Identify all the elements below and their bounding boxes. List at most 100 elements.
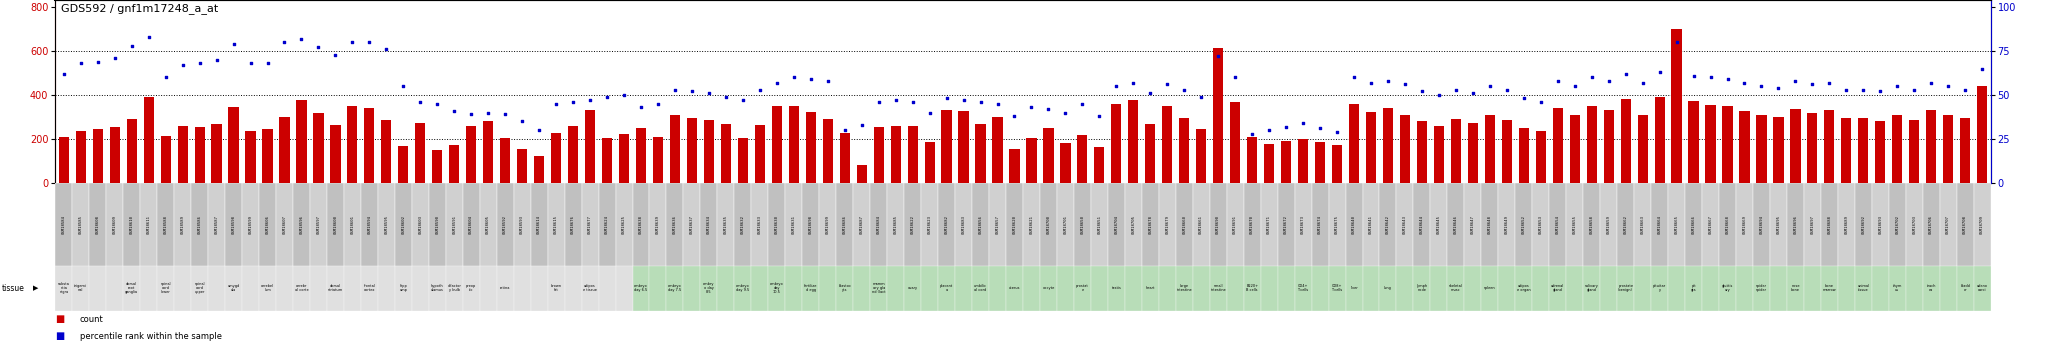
Bar [756, 125, 766, 183]
Bar [1825, 110, 1835, 183]
Point [1966, 66, 1999, 71]
Bar [567, 126, 578, 183]
Text: dorsal
root
ganglia: dorsal root ganglia [125, 282, 137, 294]
Bar [1380, 183, 1397, 266]
Bar [1667, 266, 1686, 311]
Text: GSM18673: GSM18673 [1300, 215, 1305, 234]
Point [913, 110, 946, 115]
Bar [1176, 183, 1192, 266]
Text: GSM18588: GSM18588 [164, 215, 168, 234]
Bar [498, 266, 514, 311]
Bar [1837, 183, 1855, 266]
Text: preop
tic: preop tic [467, 284, 477, 292]
Point [1780, 78, 1812, 83]
Bar [1841, 118, 1851, 183]
Bar [111, 127, 119, 183]
Bar [360, 266, 377, 311]
Text: GSM18606: GSM18606 [266, 215, 270, 234]
Point [760, 80, 793, 86]
Text: ovary: ovary [907, 286, 918, 290]
Bar [942, 110, 952, 183]
Bar [195, 127, 205, 183]
Bar [1634, 183, 1651, 266]
Bar [870, 266, 887, 311]
Bar [803, 183, 819, 266]
Text: GSM18661: GSM18661 [1200, 215, 1204, 234]
Bar [1888, 183, 1907, 266]
Text: spinal
cord
upper: spinal cord upper [195, 282, 205, 294]
Bar [1638, 115, 1649, 183]
Bar [1706, 105, 1716, 183]
Bar [446, 266, 463, 311]
Bar [242, 266, 258, 311]
Text: GSM18655: GSM18655 [1573, 215, 1577, 234]
Bar [973, 183, 989, 266]
Bar [1634, 266, 1651, 311]
Bar [1448, 266, 1464, 311]
Bar [1350, 104, 1360, 183]
Bar [1925, 110, 1935, 183]
Point [1591, 78, 1624, 83]
Point [590, 94, 623, 99]
Text: lung: lung [1384, 286, 1393, 290]
Bar [684, 183, 700, 266]
Text: tissue: tissue [2, 284, 25, 293]
Bar [1702, 266, 1718, 311]
Text: GSM18678: GSM18678 [1149, 215, 1153, 234]
Text: GSM18698: GSM18698 [809, 215, 813, 234]
Text: GSM18657: GSM18657 [995, 215, 999, 234]
Bar [717, 183, 735, 266]
Text: GSM18593: GSM18593 [520, 215, 524, 234]
Point [471, 110, 504, 115]
Bar [1722, 106, 1733, 183]
Bar [1124, 266, 1143, 311]
Point [455, 111, 487, 117]
Point [827, 127, 860, 133]
Bar [1739, 111, 1749, 183]
Bar [412, 266, 428, 311]
Bar [1298, 139, 1309, 183]
Text: hypoth
alamus: hypoth alamus [430, 284, 444, 292]
Point [625, 105, 657, 110]
Text: GSM18658: GSM18658 [1589, 215, 1593, 234]
Text: GSM18663: GSM18663 [1640, 215, 1645, 234]
Text: GSM18620: GSM18620 [1012, 215, 1016, 234]
Bar [377, 266, 395, 311]
Bar [467, 126, 477, 183]
Text: spinal
cord
lower: spinal cord lower [160, 282, 170, 294]
Text: GSM18652: GSM18652 [1522, 215, 1526, 234]
Bar [788, 106, 799, 183]
Bar [209, 266, 225, 311]
Bar [1180, 118, 1190, 183]
Bar [1231, 102, 1241, 183]
Bar [344, 183, 360, 266]
Bar [1006, 183, 1022, 266]
Text: GSM18592: GSM18592 [504, 215, 508, 234]
Bar [1430, 183, 1448, 266]
Point [217, 41, 250, 47]
Bar [805, 112, 815, 183]
Bar [1108, 266, 1124, 311]
Bar [993, 117, 1004, 183]
Text: GSM18659: GSM18659 [1608, 215, 1610, 234]
Text: GSM18676: GSM18676 [571, 215, 575, 234]
Text: ■: ■ [55, 332, 66, 341]
Bar [1210, 183, 1227, 266]
Bar [1159, 183, 1176, 266]
Text: GSM18689: GSM18689 [1845, 215, 1849, 234]
Bar [752, 183, 768, 266]
Bar [1855, 266, 1872, 311]
Bar [1548, 266, 1567, 311]
Bar [279, 117, 289, 183]
Point [1729, 80, 1761, 86]
Point [1712, 76, 1745, 82]
Bar [1872, 183, 1888, 266]
Bar [1278, 266, 1294, 311]
Point [1931, 83, 1964, 89]
Bar [1944, 115, 1954, 183]
Point [641, 101, 674, 107]
Bar [582, 183, 598, 266]
Bar [854, 266, 870, 311]
Text: embryo
day 7.5: embryo day 7.5 [668, 284, 682, 292]
Text: GSM18649: GSM18649 [1505, 215, 1509, 234]
